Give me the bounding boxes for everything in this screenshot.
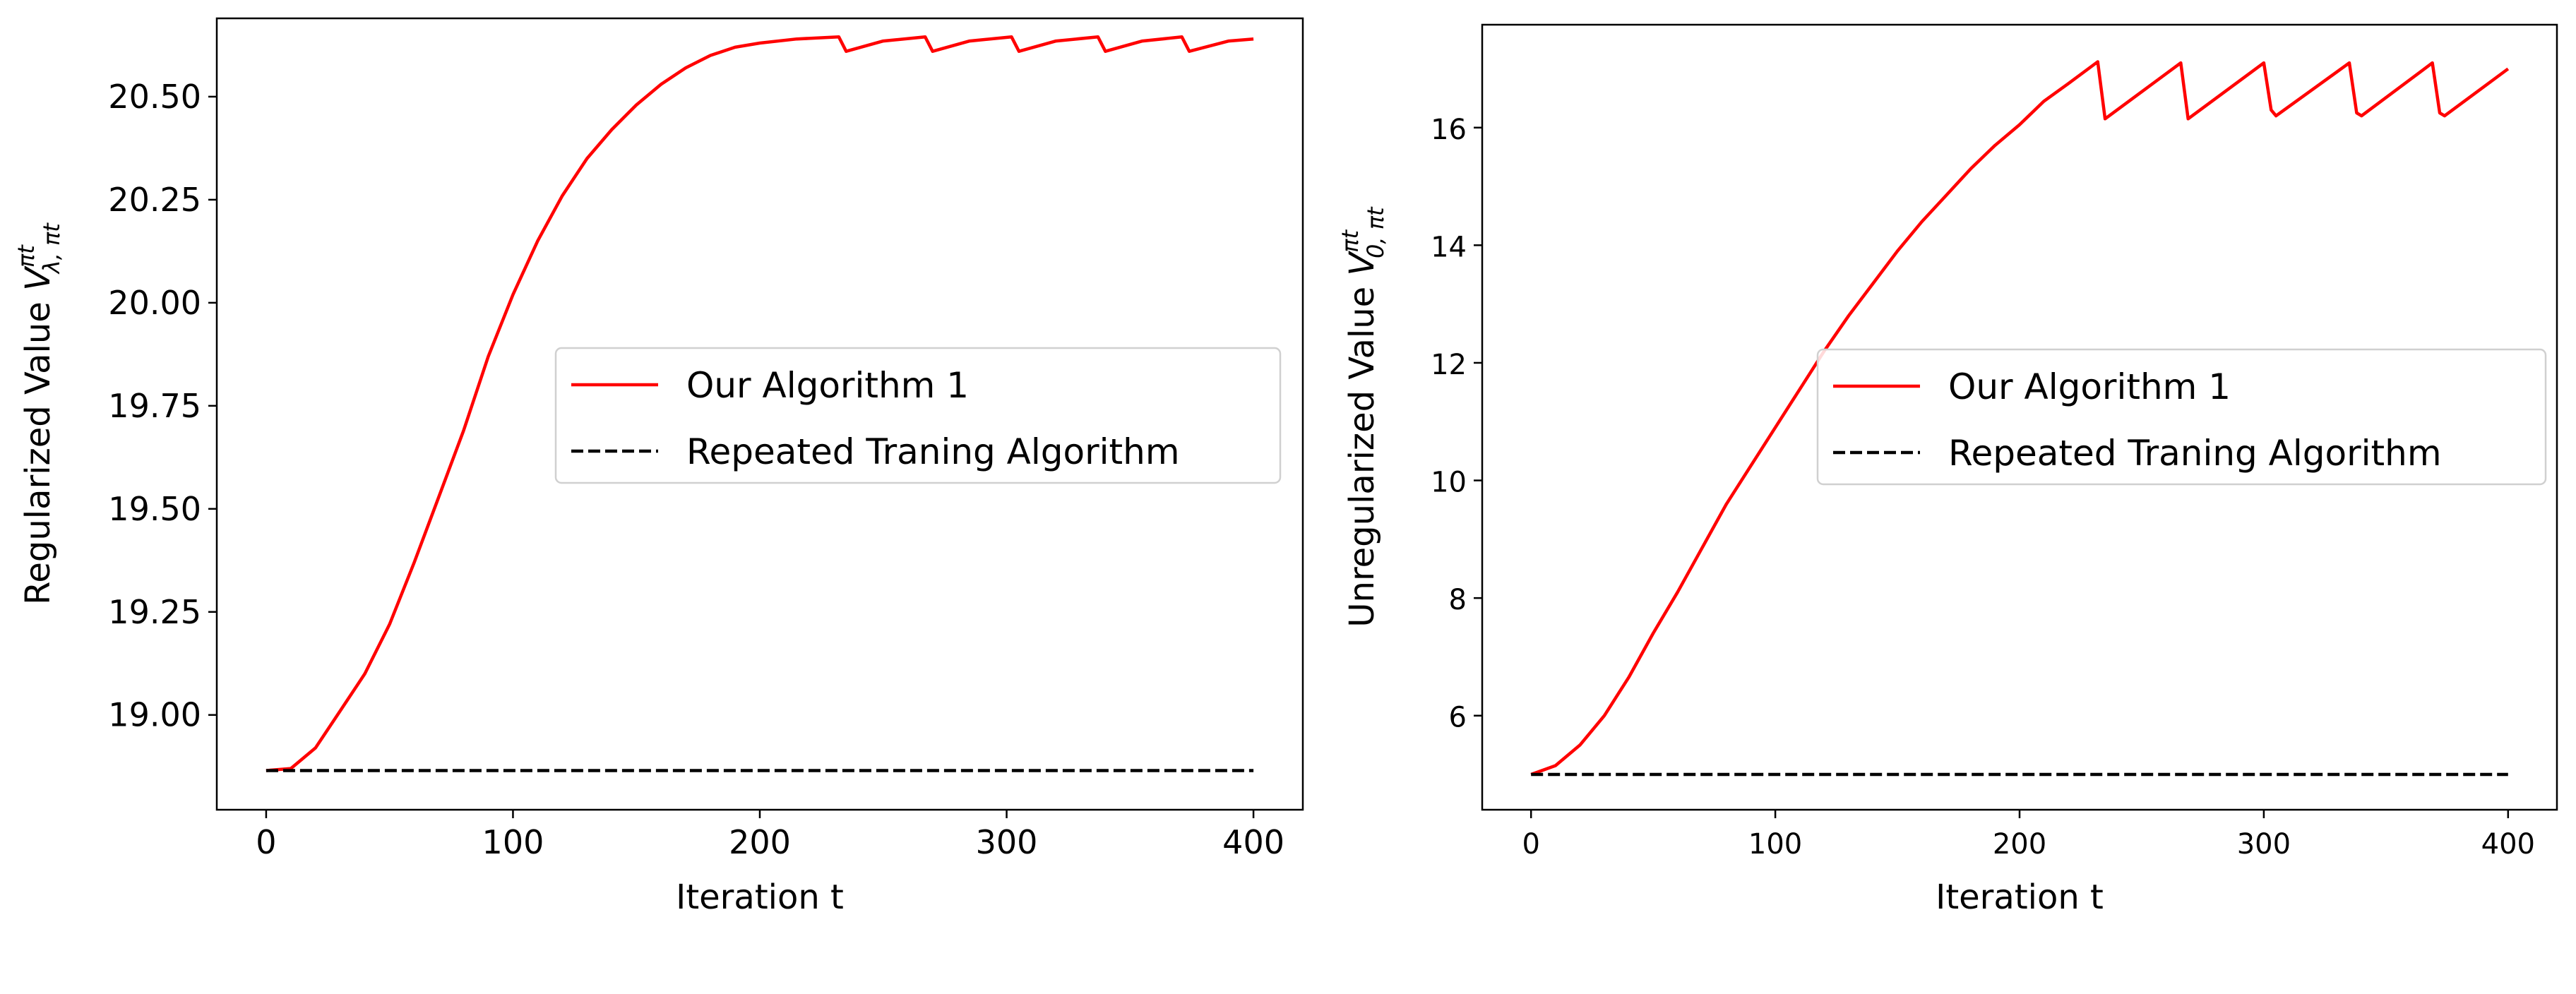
y-tick-label: 20.00 [108,284,201,322]
y-tick-label: 19.75 [108,387,201,425]
y-axis-label: Unregularized Value Vπt0, πt [1337,206,1389,628]
legend-label: Our Algorithm 1 [1948,366,2231,407]
y-tick-label: 14 [1431,231,1467,263]
legend-label: Our Algorithm 1 [686,365,969,406]
y-tick-label: 16 [1431,114,1467,146]
legend-label: Repeated Traning Algorithm [1948,433,2442,474]
x-tick-label: 200 [729,823,791,861]
x-tick-label: 300 [976,823,1038,861]
x-tick-label: 400 [1222,823,1284,861]
x-axis-label: Iteration t [676,878,844,917]
left-chart-regularized-value: 0 100 200 300 400 19.00 19.25 19.50 19.75 20.00 20… [13,17,1304,917]
legend: Our Algorithm 1 Repeated Traning Algorith… [1816,348,2547,486]
legend-label: Repeated Traning Algorithm [686,431,1180,472]
legend: Our Algorithm 1 Repeated Traning Algorith… [554,347,1282,484]
y-tick-label: 10 [1431,467,1467,499]
y-tick-label: 8 [1449,584,1467,616]
x-tick-label: 0 [256,823,276,861]
series-line-our-algorithm [266,35,1254,772]
y-tick-label: 20.50 [108,78,201,116]
x-tick-label: 300 [2237,828,2291,861]
y-axis-label: Regularized Value Vπtλ, πt [13,222,65,605]
x-tick-label: 100 [1748,828,1802,861]
legend-box [1816,348,2547,486]
right-chart-unregularized-value: 0 100 200 300 400 6 8 10 12 14 16 Iteration t Unregu… [1337,23,2558,917]
y-tick-label: 6 [1449,702,1467,734]
x-tick-label: 0 [1522,828,1539,861]
y-tick-label: 20.25 [108,181,201,219]
x-axis-label: Iteration t [1936,878,2104,917]
y-tick-label: 12 [1431,349,1467,381]
legend-box [554,347,1282,484]
x-tick-label: 400 [2481,828,2535,861]
series-line-our-algorithm [1530,60,2510,777]
y-tick-label: 19.50 [108,490,201,528]
y-tick-label: 19.25 [108,593,201,631]
y-tick-label: 19.00 [108,696,201,734]
x-tick-label: 200 [1993,828,2046,861]
x-tick-label: 100 [482,823,544,861]
